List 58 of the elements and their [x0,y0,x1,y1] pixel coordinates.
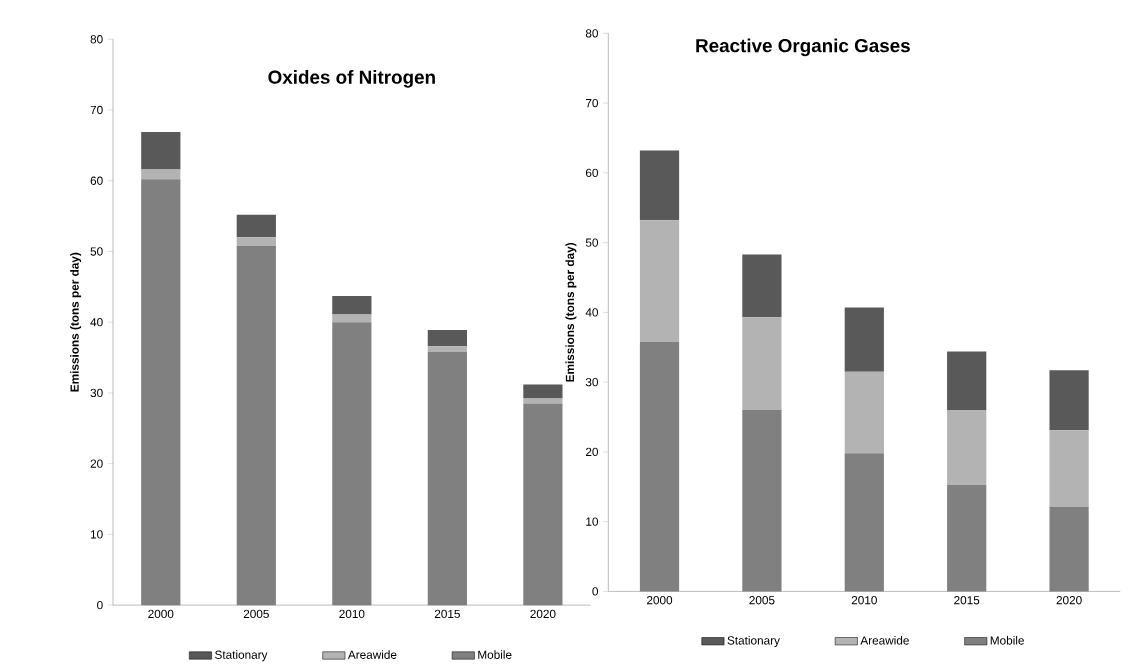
bar [1049,430,1089,508]
y-tick-label: 0 [592,587,599,596]
y-tick-label: 40 [90,318,103,327]
text: Oxides of Nitrogen [268,70,435,88]
y-tick-label: 70 [585,99,599,108]
y-tick-label: 30 [90,388,103,398]
y-tick-label: 10 [90,530,103,539]
x-tick-label: 2000 [148,609,174,619]
y-tick-label: 30 [585,378,599,387]
bar [141,131,181,170]
y-tick-label: 80 [90,35,103,44]
bar [332,314,372,323]
y-tick-label: 10 [586,517,599,526]
bar [523,398,563,404]
y-tick-label: 40 [585,308,599,317]
bar [332,296,372,315]
bar [742,254,782,318]
legend-label: Mobile [990,636,1024,645]
y-axis-title: Emissions (tons per day) [565,243,577,382]
legend-label: Mobile [478,650,512,659]
y-tick-label: 60 [585,168,599,178]
y-tick-label: 20 [585,447,599,457]
bar [639,150,680,221]
bar [639,220,680,342]
bar [427,346,467,352]
x-tick-label: 2020 [1056,596,1082,605]
y-tick-label: 70 [90,105,103,115]
bar [844,307,884,372]
y-tick-label: 60 [90,176,103,185]
bar [947,351,987,411]
bar [523,384,563,399]
x-tick-label: 2015 [954,596,980,605]
bar [141,169,181,180]
x-tick-label: 2005 [243,609,269,619]
x-tick-label: 2015 [434,609,460,619]
y-tick-label: 80 [585,29,599,38]
chart-title: Reactive Organic Gases [696,38,910,57]
x-tick-label: 2010 [339,609,365,619]
bar [236,214,276,238]
legend-label: Stationary [215,650,268,662]
y-tick-label: 20 [90,459,103,468]
bar [742,317,782,411]
legend-label: Stationary [727,636,780,648]
legend-label: Areawide [860,636,909,645]
bar [947,410,987,485]
legend-label: Areawide [347,650,397,659]
bar [427,330,467,347]
y-tick-label: 50 [585,238,599,247]
bar [236,237,276,246]
x-tick-label: 2005 [749,596,775,605]
y-axis-title: Emissions (tons per day) [70,252,82,392]
x-tick-label: 2000 [647,596,673,605]
x-tick-label: 2010 [851,596,877,605]
bar [1049,370,1089,431]
bar [844,371,884,454]
y-tick-label: 50 [90,247,103,256]
x-tick-label: 2020 [530,609,556,619]
y-tick-label: 0 [97,601,103,610]
